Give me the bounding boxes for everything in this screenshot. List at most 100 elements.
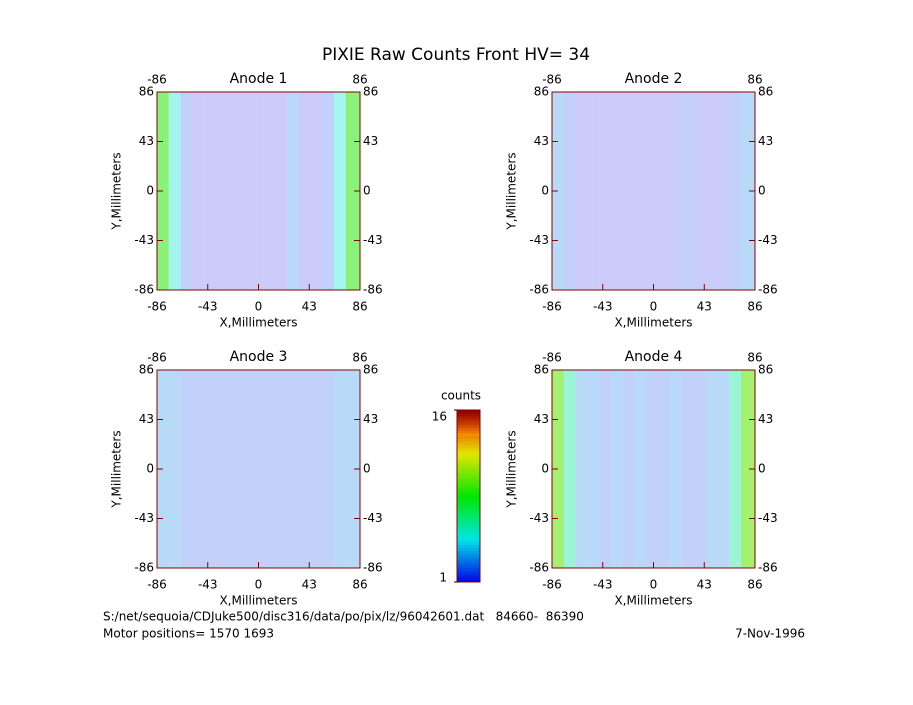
colorbar-swatch [457,576,480,580]
heat-cell [729,92,741,290]
colorbar-swatch [457,527,480,531]
heat-cell [251,92,264,290]
y2-tick-label: 43 [758,412,773,426]
heat-cell [204,92,217,290]
colorbar-swatch [457,450,480,454]
heat-cell [204,370,217,568]
y-axis-label: Y,Millimeters [110,430,124,508]
colorbar-frame [456,409,481,583]
y2-tick-label: 43 [363,412,378,426]
heat-cell [216,370,228,568]
heat-cell [310,370,323,568]
heat-cell [717,92,730,290]
heat-cell [310,92,323,290]
colorbar-swatch [457,530,480,534]
heat-cell [227,370,240,568]
heat-cell [717,370,730,568]
x2-tick-label: -86 [147,351,167,365]
colorbar-swatch [457,484,480,488]
x-tick-label: -43 [198,300,218,314]
colorbar-swatch [457,510,480,514]
colorbar-swatch [457,507,480,511]
heat-cell [227,92,240,290]
y-tick-label: -86 [529,283,549,297]
colorbar-swatch [457,444,480,448]
heat-cell [599,370,612,568]
x2-tick-label: 86 [747,73,762,87]
panel-title: Anode 1 [230,71,288,87]
heat-cell [298,92,311,290]
x2-tick-label: -86 [147,73,167,87]
y-tick-label: 43 [534,412,549,426]
y-tick-label: 43 [534,134,549,148]
colorbar-swatch [457,453,480,457]
x-tick-label: 86 [747,578,762,592]
colorbar-swatch [457,487,480,491]
panel-title: Anode 3 [230,349,288,365]
heat-cell [216,92,228,290]
y2-tick-label: 0 [363,184,371,198]
colorbar-swatch [457,516,480,520]
motor-info: Motor positions= 1570 1693 [103,627,274,641]
x-tick-label: 0 [650,300,658,314]
heat-cell [239,370,252,568]
y-tick-label: -43 [529,511,549,525]
colorbar-swatch [457,424,480,428]
colorbar-swatch [457,435,480,440]
x-tick-label: -43 [198,578,218,592]
heat-cell [563,370,576,568]
colorbar-swatch [457,567,480,572]
heat-cell [599,92,612,290]
heat-cell [705,92,718,290]
colorbar-swatch [457,533,480,537]
heat-cell [180,370,193,568]
y-tick-label: -86 [529,561,549,575]
y2-tick-label: -86 [363,283,383,297]
heat-cell [263,370,276,568]
colorbar-swatch [457,464,480,468]
y-axis-label: Y,Millimeters [110,152,124,230]
heat-cell [646,370,659,568]
colorbar-swatch [457,481,480,486]
y-tick-label: 0 [541,184,549,198]
heat-cell [334,92,346,290]
colorbar-swatch [457,541,480,546]
colorbar-swatch [457,432,480,437]
y2-tick-label: -86 [363,561,383,575]
heat-cell [658,92,671,290]
y-tick-label: 43 [139,412,154,426]
colorbar-swatch [457,550,480,554]
colorbar-swatch [457,493,480,497]
heat-cell [622,370,635,568]
colorbar-swatch [457,524,480,529]
y-tick-label: -43 [134,233,154,247]
heat-cell [681,370,694,568]
y-tick-label: 86 [139,85,154,99]
x-tick-label: -43 [593,300,613,314]
y-tick-label: 86 [534,85,549,99]
y2-tick-label: -86 [758,561,778,575]
heat-cell [705,370,718,568]
heat-cell [263,92,276,290]
heat-cell [622,92,635,290]
heat-cell [611,370,623,568]
heat-cell [322,92,335,290]
colorbar-swatch [457,518,480,523]
colorbar-swatch [457,410,480,414]
heat-cell [298,370,311,568]
colorbar-swatch [457,458,480,463]
heat-cell [251,370,264,568]
heat-cell [587,370,600,568]
y-tick-label: 0 [146,184,154,198]
heat-cell [286,370,299,568]
x-tick-label: -43 [593,578,613,592]
x-tick-label: 86 [747,300,762,314]
y-tick-label: 86 [534,363,549,377]
colorbar-swatch [457,490,480,494]
heat-cell [275,92,287,290]
heat-cell [729,370,741,568]
heat-cell [587,92,600,290]
colorbar-swatch [457,547,480,551]
figure-title: PIXIE Raw Counts Front HV= 34 [322,45,590,65]
heat-cell [192,92,205,290]
